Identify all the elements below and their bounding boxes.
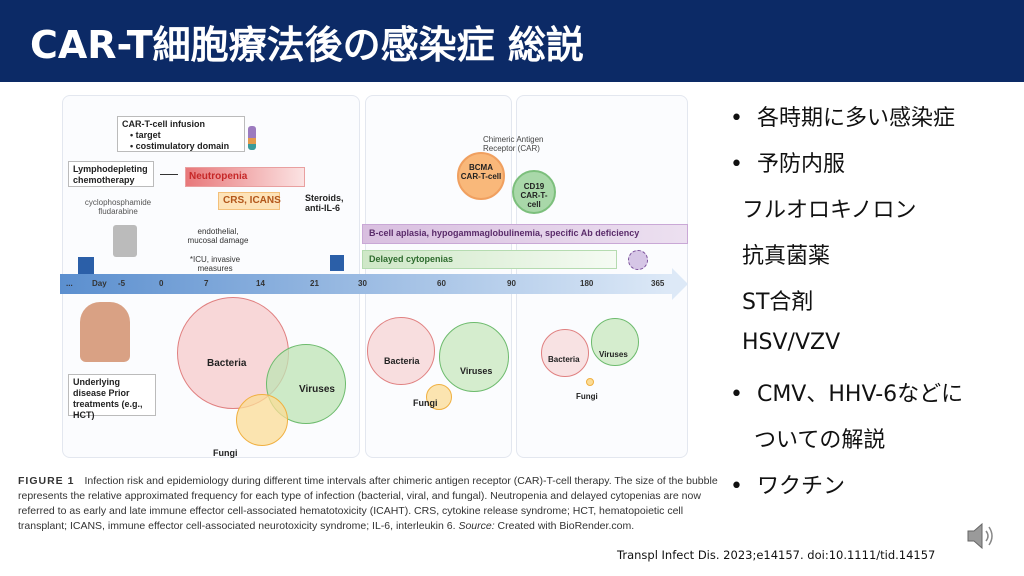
infusion-item-text: target bbox=[135, 130, 161, 140]
bacteria-label: Bacteria bbox=[548, 355, 580, 364]
caption-label: FIGURE 1 bbox=[18, 475, 75, 487]
bullet-text: ST合剤 bbox=[742, 290, 814, 315]
bullet-text: フルオロキノロン bbox=[742, 198, 917, 223]
tick-label: 7 bbox=[204, 279, 209, 288]
damage-label: endothelial, mucosal damage bbox=[187, 227, 249, 245]
bullet-text: 抗真菌薬 bbox=[742, 244, 831, 269]
bullet-item: ついての解説 bbox=[730, 422, 1020, 468]
tick-label: 365 bbox=[651, 279, 665, 288]
viruses-label: Viruses bbox=[460, 366, 493, 376]
bullet-text: ワクチン bbox=[756, 474, 845, 499]
tick-label: 30 bbox=[358, 279, 367, 288]
bullet-item: HSV/VZV bbox=[730, 330, 1020, 376]
neutropenia-label: Neutropenia bbox=[189, 171, 248, 182]
neutropenia-bar bbox=[185, 167, 305, 187]
tick-label: 14 bbox=[256, 279, 265, 288]
bullet-text: HSV/VZV bbox=[742, 330, 841, 355]
bullet-item: • 予防内服 bbox=[730, 146, 1020, 192]
bacteria-bubble bbox=[541, 329, 589, 377]
crs-label: CRS, ICANS bbox=[223, 195, 281, 206]
bullet-icon: • bbox=[730, 106, 757, 131]
tick-label: 180 bbox=[580, 279, 594, 288]
tick-label: 0 bbox=[159, 279, 164, 288]
figure-caption: FIGURE 1 Infection risk and epidemiology … bbox=[18, 474, 730, 534]
infusion-item: • target bbox=[130, 130, 161, 140]
fungi-bubble bbox=[236, 394, 288, 446]
bullet-text: CMV、HHV-6などに bbox=[756, 382, 964, 407]
infusion-box: CAR-T-cell infusion • target • costimula… bbox=[117, 116, 245, 152]
tick-label: Day bbox=[92, 279, 107, 288]
delayed-label: Delayed cytopenias bbox=[369, 254, 454, 264]
crs-box bbox=[218, 192, 280, 210]
lympho-box: Lymphodepleting chemotherapy bbox=[68, 161, 154, 187]
tick-label: ... bbox=[66, 279, 73, 288]
car-label: Chimeric Antigen Receptor (CAR) bbox=[483, 135, 544, 153]
infusion-item: • costimulatory domain bbox=[130, 141, 230, 151]
bcma-cell bbox=[457, 152, 505, 200]
timeline-arrowhead bbox=[672, 268, 688, 300]
bullet-icon: • bbox=[730, 152, 757, 177]
infusion-item-text: costimulatory domain bbox=[135, 141, 230, 151]
icu-label: *ICU, invasive measures bbox=[189, 255, 241, 273]
car-receptor-icon bbox=[248, 126, 256, 150]
hospital-icon bbox=[78, 257, 94, 274]
fungi-bubble bbox=[586, 378, 594, 386]
virus-icon bbox=[628, 250, 648, 270]
viruses-bubble bbox=[439, 322, 509, 392]
tick-label: -5 bbox=[118, 279, 126, 288]
bullet-item: • CMV、HHV-6などに bbox=[730, 376, 1020, 422]
bullet-text: ついての解説 bbox=[754, 428, 886, 453]
house-icon bbox=[330, 255, 344, 271]
tick-label: 60 bbox=[437, 279, 446, 288]
bcell-label: B-cell aplasia, hypogammaglobulinemia, s… bbox=[369, 228, 640, 238]
viruses-bubble bbox=[591, 318, 639, 366]
iv-bag-icon bbox=[113, 225, 137, 257]
viruses-label: Viruses bbox=[299, 384, 335, 395]
fungi-bubble bbox=[426, 384, 452, 410]
caption-source-label: Source: bbox=[458, 520, 495, 532]
bacteria-bubble bbox=[367, 317, 435, 385]
tick-label: 21 bbox=[310, 279, 319, 288]
infusion-title: CAR-T-cell infusion bbox=[122, 119, 205, 129]
fungi-label: Fungi bbox=[213, 448, 238, 458]
bullet-item: フルオロキノロン bbox=[730, 192, 1020, 238]
delayed-bar bbox=[362, 250, 617, 269]
fungi-label: Fungi bbox=[413, 398, 438, 408]
bullet-icon: • bbox=[730, 382, 757, 407]
bullet-item: • 各時期に多い感染症 bbox=[730, 100, 1020, 146]
viruses-label: Viruses bbox=[599, 350, 628, 359]
drugs-label: cyclophosphamide fludarabine bbox=[84, 198, 152, 216]
cd19-cell bbox=[512, 170, 556, 214]
tick-label: 90 bbox=[507, 279, 516, 288]
bcell-bar bbox=[362, 224, 688, 244]
slide-title: CAR-T細胞療法後の感染症 総説 bbox=[30, 23, 584, 67]
caption-text: Infection risk and epidemiology during d… bbox=[18, 475, 718, 532]
bacteria-label: Bacteria bbox=[207, 358, 247, 369]
timeline-arrow bbox=[60, 274, 672, 294]
bullet-item: • ワクチン bbox=[730, 468, 1020, 514]
underlying-box: Underlying disease Prior treatments (e.g… bbox=[68, 374, 156, 420]
arrow-icon bbox=[160, 174, 178, 175]
steroids-label: Steroids, anti-IL-6 bbox=[305, 193, 344, 213]
speaker-icon[interactable] bbox=[966, 520, 996, 552]
bullet-item: ST合剤 bbox=[730, 284, 1020, 330]
fungi-label: Fungi bbox=[576, 392, 598, 401]
cd19-label: CD19 CAR-T-cell bbox=[520, 182, 548, 209]
bullet-item: 抗真菌薬 bbox=[730, 238, 1020, 284]
title-bar bbox=[0, 0, 1024, 82]
bullet-list: • 各時期に多い感染症 • 予防内服 フルオロキノロン 抗真菌薬 ST合剤 HS… bbox=[730, 100, 1020, 514]
patient-icon bbox=[80, 302, 130, 362]
bullet-icon: • bbox=[730, 474, 757, 499]
caption-source: Created with BioRender.com. bbox=[497, 520, 635, 532]
citation: Transpl Infect Dis. 2023;e14157. doi:10.… bbox=[617, 548, 936, 562]
bullet-text: 予防内服 bbox=[756, 152, 845, 177]
bcma-label: BCMA CAR-T-cell bbox=[460, 163, 502, 181]
bullet-text: 各時期に多い感染症 bbox=[756, 106, 955, 131]
bacteria-label: Bacteria bbox=[384, 356, 420, 366]
